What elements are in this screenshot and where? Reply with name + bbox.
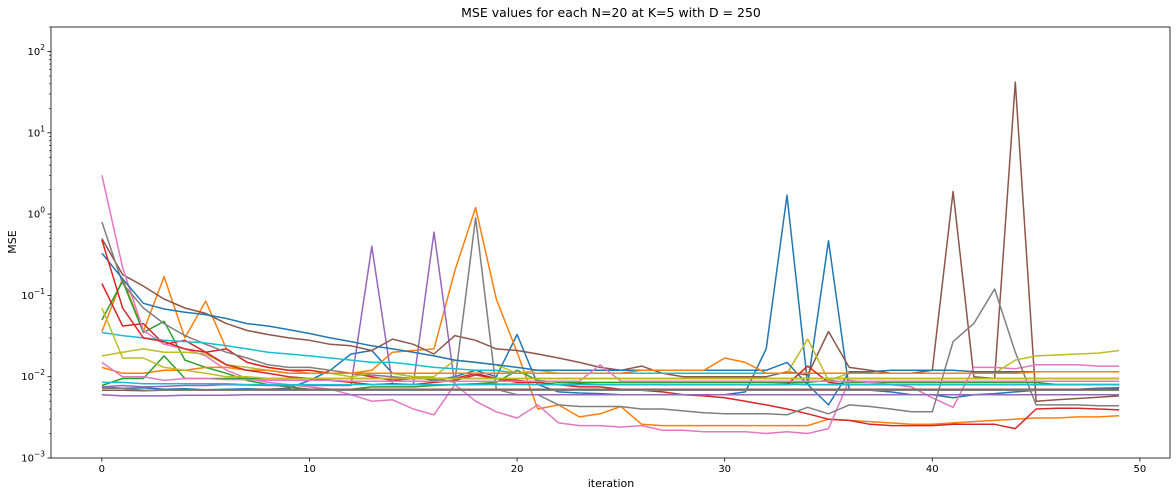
series-line-1 bbox=[101, 194, 1120, 399]
series-line-20 bbox=[101, 381, 1120, 386]
series-line-7 bbox=[101, 175, 1120, 435]
y-tick-label: 101 bbox=[27, 124, 45, 139]
chart-title: MSE values for each N=20 at K=5 with D =… bbox=[461, 5, 761, 20]
x-tick-label: 10 bbox=[303, 464, 316, 475]
series-line-11 bbox=[101, 252, 1120, 406]
series-line-6 bbox=[101, 81, 1120, 402]
series-layer bbox=[101, 81, 1120, 435]
series-line-15 bbox=[101, 393, 1120, 397]
plot-frame bbox=[50, 26, 1171, 459]
y-tick-label: 10−1 bbox=[21, 287, 45, 302]
x-tick-label: 30 bbox=[718, 464, 731, 475]
y-tick-label: 100 bbox=[27, 206, 45, 221]
x-tick-label: 0 bbox=[99, 464, 105, 475]
x-tick-label: 50 bbox=[1134, 464, 1147, 475]
axes-layer: 0 10 20 30 40 50 10−3 10−2 10−1 100 101 102 bbox=[21, 26, 1171, 475]
y-tick-label: 10−2 bbox=[21, 368, 45, 383]
y-axis-label: MSE bbox=[6, 230, 19, 253]
x-tick-label: 20 bbox=[511, 464, 524, 475]
y-tick-label: 102 bbox=[27, 43, 45, 58]
x-tick-label: 40 bbox=[926, 464, 939, 475]
series-line-19 bbox=[101, 307, 1120, 380]
series-line-16 bbox=[101, 388, 1120, 392]
y-tick-label: 10−3 bbox=[21, 450, 45, 465]
x-axis-label: iteration bbox=[588, 477, 634, 490]
series-line-10 bbox=[101, 331, 1120, 375]
series-line-8 bbox=[101, 217, 1120, 416]
series-line-17 bbox=[101, 361, 1120, 382]
series-line-18 bbox=[101, 387, 1120, 392]
series-line-4 bbox=[101, 283, 1120, 430]
